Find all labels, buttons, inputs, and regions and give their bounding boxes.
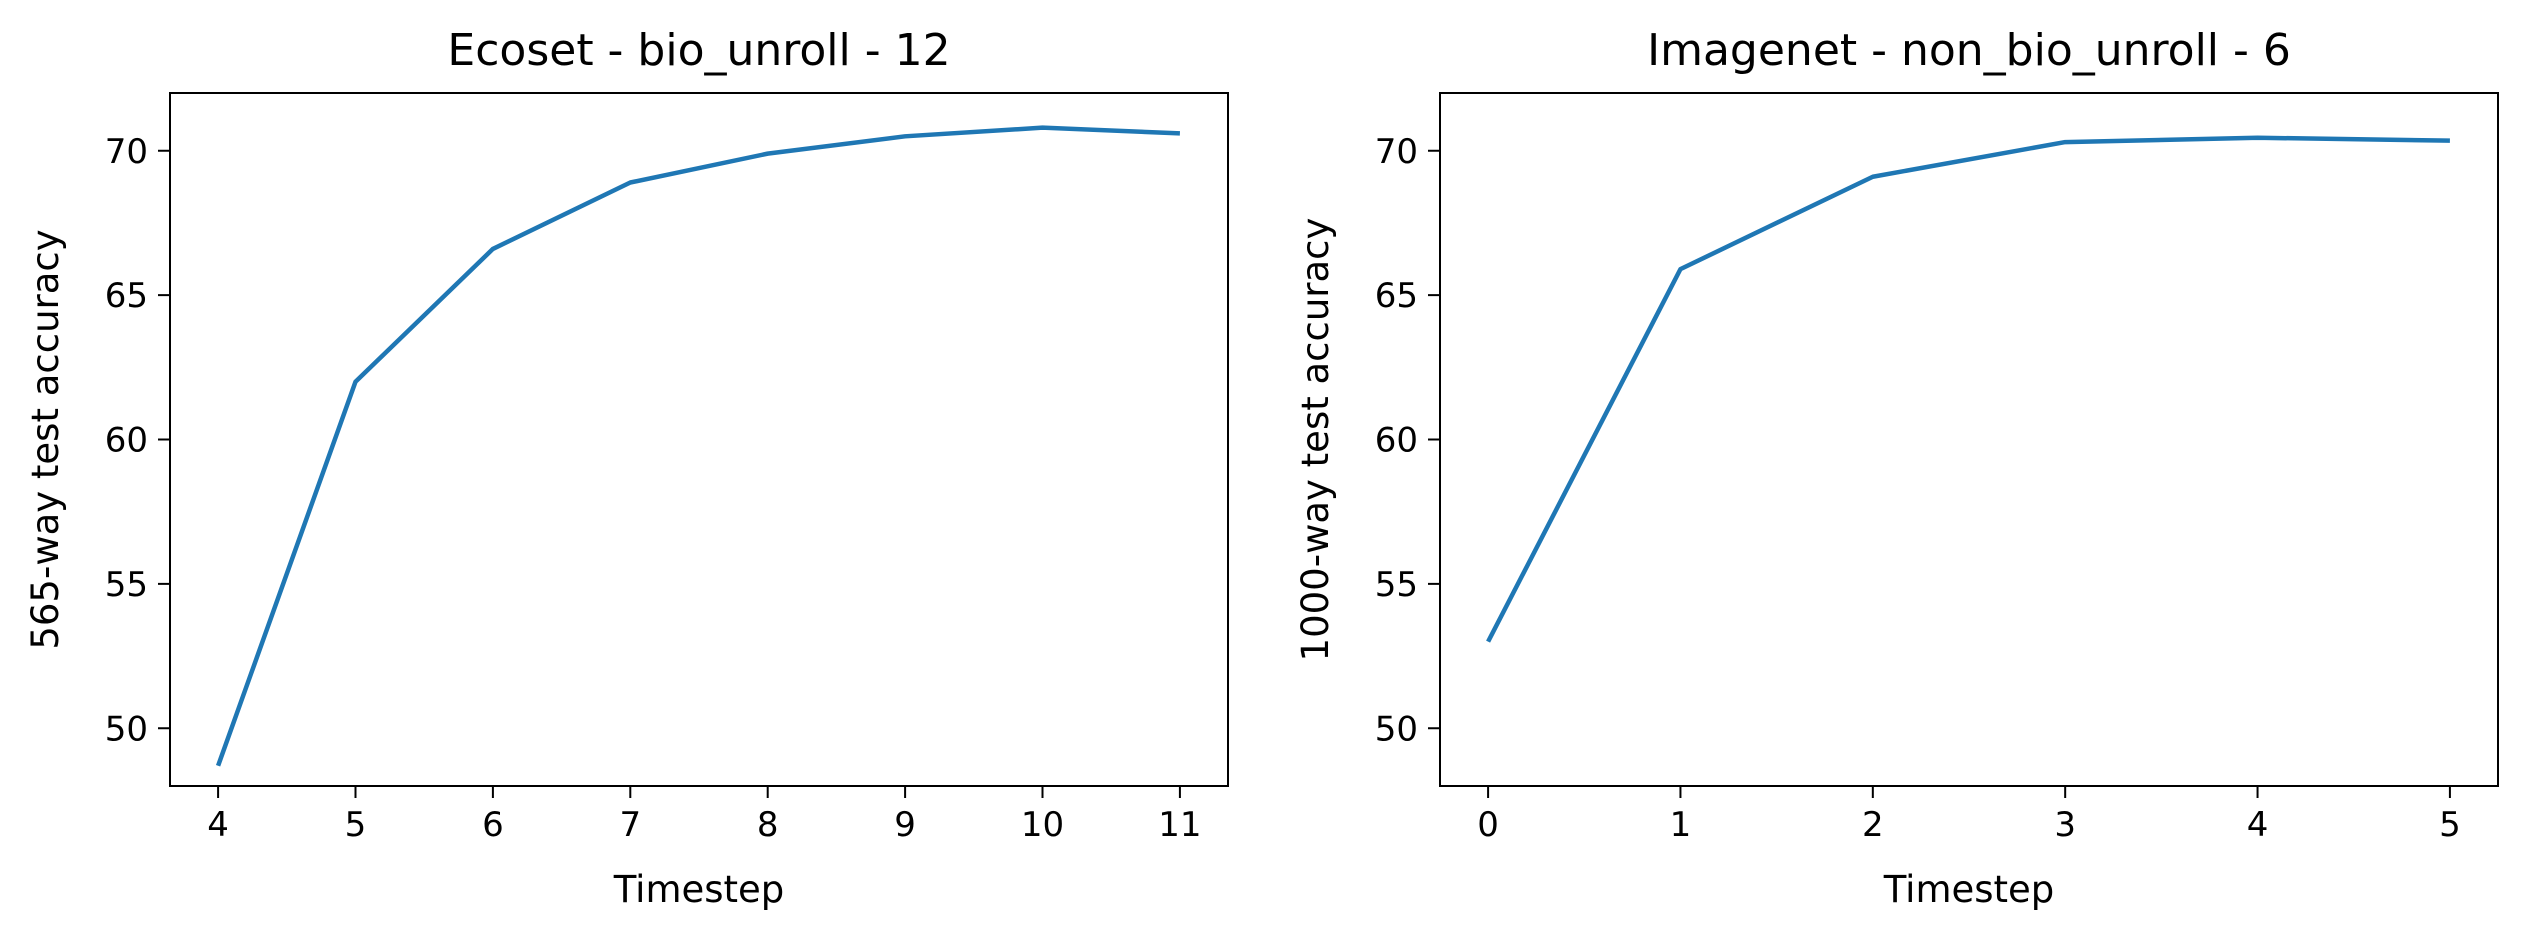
x-tick-label: 7 bbox=[619, 805, 641, 845]
plot-frame bbox=[1439, 92, 2499, 787]
x-tick-label: 2 bbox=[1862, 805, 1884, 845]
chart-title: Imagenet - non_bio_unroll - 6 bbox=[1647, 25, 2291, 76]
y-tick-label: 70 bbox=[105, 132, 148, 172]
x-tick-label: 10 bbox=[1021, 805, 1064, 845]
x-tick-label: 5 bbox=[345, 805, 367, 845]
y-axis-label: 565-way test accuracy bbox=[24, 229, 67, 649]
series-line bbox=[215, 125, 1181, 767]
x-axis-label: Timestep bbox=[1883, 868, 2055, 911]
chart-ecoset: Ecoset - bio_unroll - 12 Timestep 565-wa… bbox=[24, 25, 1229, 911]
x-tick-label: 5 bbox=[2439, 805, 2461, 845]
y-tick-label: 70 bbox=[1375, 132, 1418, 172]
plot-frame bbox=[169, 92, 1229, 787]
chart-title: Ecoset - bio_unroll - 12 bbox=[447, 25, 950, 76]
chart-imagenet: Imagenet - non_bio_unroll - 6 Timestep 1… bbox=[1294, 25, 2499, 911]
y-tick-label: 55 bbox=[105, 565, 148, 605]
x-tick-label: 11 bbox=[1158, 805, 1201, 845]
x-tick-label: 9 bbox=[894, 805, 916, 845]
y-tick-label: 60 bbox=[105, 421, 148, 461]
x-tick-label: 8 bbox=[757, 805, 779, 845]
y-tick-label: 65 bbox=[105, 276, 148, 316]
y-tick-label: 50 bbox=[105, 709, 148, 749]
x-axis-label: Timestep bbox=[613, 868, 785, 911]
x-tick-label: 1 bbox=[1670, 805, 1692, 845]
y-axis-label: 1000-way test accuracy bbox=[1294, 218, 1337, 662]
x-tick-label: 0 bbox=[1477, 805, 1499, 845]
x-tick-label: 6 bbox=[482, 805, 504, 845]
series-line bbox=[1486, 135, 2450, 643]
y-tick-label: 55 bbox=[1375, 565, 1418, 605]
x-tick-label: 4 bbox=[2247, 805, 2269, 845]
x-tick-label: 3 bbox=[2054, 805, 2076, 845]
y-tick-label: 60 bbox=[1375, 421, 1418, 461]
x-tick-label: 4 bbox=[207, 805, 229, 845]
y-tick-label: 50 bbox=[1375, 709, 1418, 749]
y-tick-label: 65 bbox=[1375, 276, 1418, 316]
